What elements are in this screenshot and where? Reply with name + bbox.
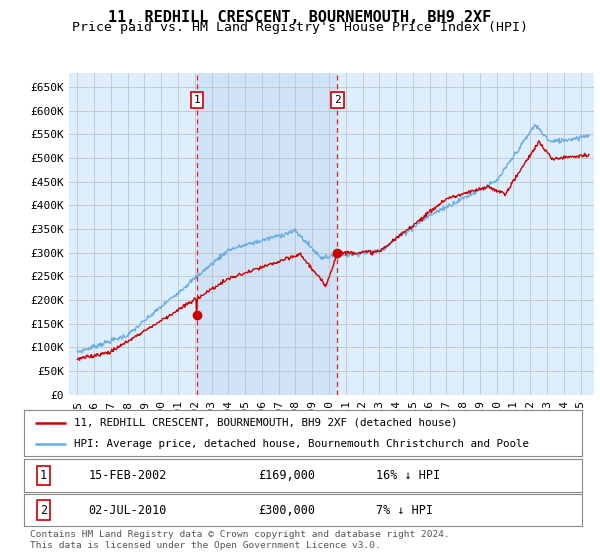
Text: 1: 1 bbox=[40, 469, 47, 482]
Text: £169,000: £169,000 bbox=[259, 469, 316, 482]
Text: 11, REDHILL CRESCENT, BOURNEMOUTH, BH9 2XF: 11, REDHILL CRESCENT, BOURNEMOUTH, BH9 2… bbox=[109, 10, 491, 25]
Text: £300,000: £300,000 bbox=[259, 503, 316, 517]
Text: 16% ↓ HPI: 16% ↓ HPI bbox=[376, 469, 440, 482]
Text: 1: 1 bbox=[193, 95, 200, 105]
Text: 2: 2 bbox=[334, 95, 341, 105]
Text: Contains HM Land Registry data © Crown copyright and database right 2024.
This d: Contains HM Land Registry data © Crown c… bbox=[30, 530, 450, 550]
Text: HPI: Average price, detached house, Bournemouth Christchurch and Poole: HPI: Average price, detached house, Bour… bbox=[74, 439, 529, 449]
Text: Price paid vs. HM Land Registry's House Price Index (HPI): Price paid vs. HM Land Registry's House … bbox=[72, 21, 528, 34]
Text: 7% ↓ HPI: 7% ↓ HPI bbox=[376, 503, 433, 517]
Text: 15-FEB-2002: 15-FEB-2002 bbox=[88, 469, 167, 482]
Bar bbox=[197, 73, 337, 395]
Text: 02-JUL-2010: 02-JUL-2010 bbox=[88, 503, 167, 517]
Text: 11, REDHILL CRESCENT, BOURNEMOUTH, BH9 2XF (detached house): 11, REDHILL CRESCENT, BOURNEMOUTH, BH9 2… bbox=[74, 418, 458, 428]
Text: 2: 2 bbox=[40, 503, 47, 517]
